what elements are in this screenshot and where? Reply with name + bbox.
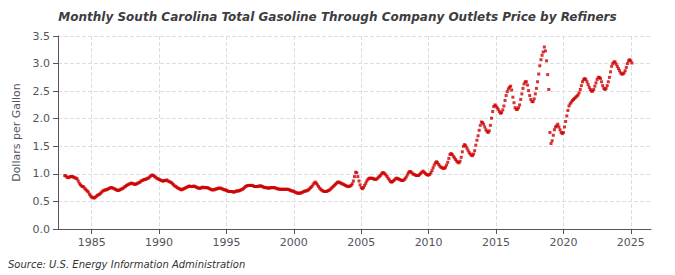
svg-text:3.5: 3.5 [33, 30, 51, 43]
svg-text:2015: 2015 [482, 236, 510, 249]
svg-text:Source: U.S. Energy Informatio: Source: U.S. Energy Information Administ… [8, 259, 245, 270]
svg-text:1985: 1985 [78, 236, 106, 249]
svg-text:2.5: 2.5 [33, 85, 51, 98]
svg-text:2025: 2025 [617, 236, 645, 249]
svg-text:2.0: 2.0 [33, 112, 51, 125]
svg-text:1.5: 1.5 [33, 140, 51, 153]
svg-text:1995: 1995 [212, 236, 240, 249]
svg-text:3.0: 3.0 [33, 57, 51, 70]
svg-text:0.5: 0.5 [33, 195, 51, 208]
svg-text:2020: 2020 [549, 236, 577, 249]
svg-text:1.0: 1.0 [33, 167, 51, 180]
svg-text:Dollars per Gallon: Dollars per Gallon [10, 83, 23, 182]
svg-text:1990: 1990 [145, 236, 173, 249]
svg-text:2000: 2000 [280, 236, 308, 249]
svg-text:2010: 2010 [415, 236, 443, 249]
svg-text:0.0: 0.0 [33, 223, 51, 236]
svg-text:2005: 2005 [347, 236, 375, 249]
svg-text:Monthly South Carolina Total G: Monthly South Carolina Total Gasoline Th… [58, 10, 616, 24]
